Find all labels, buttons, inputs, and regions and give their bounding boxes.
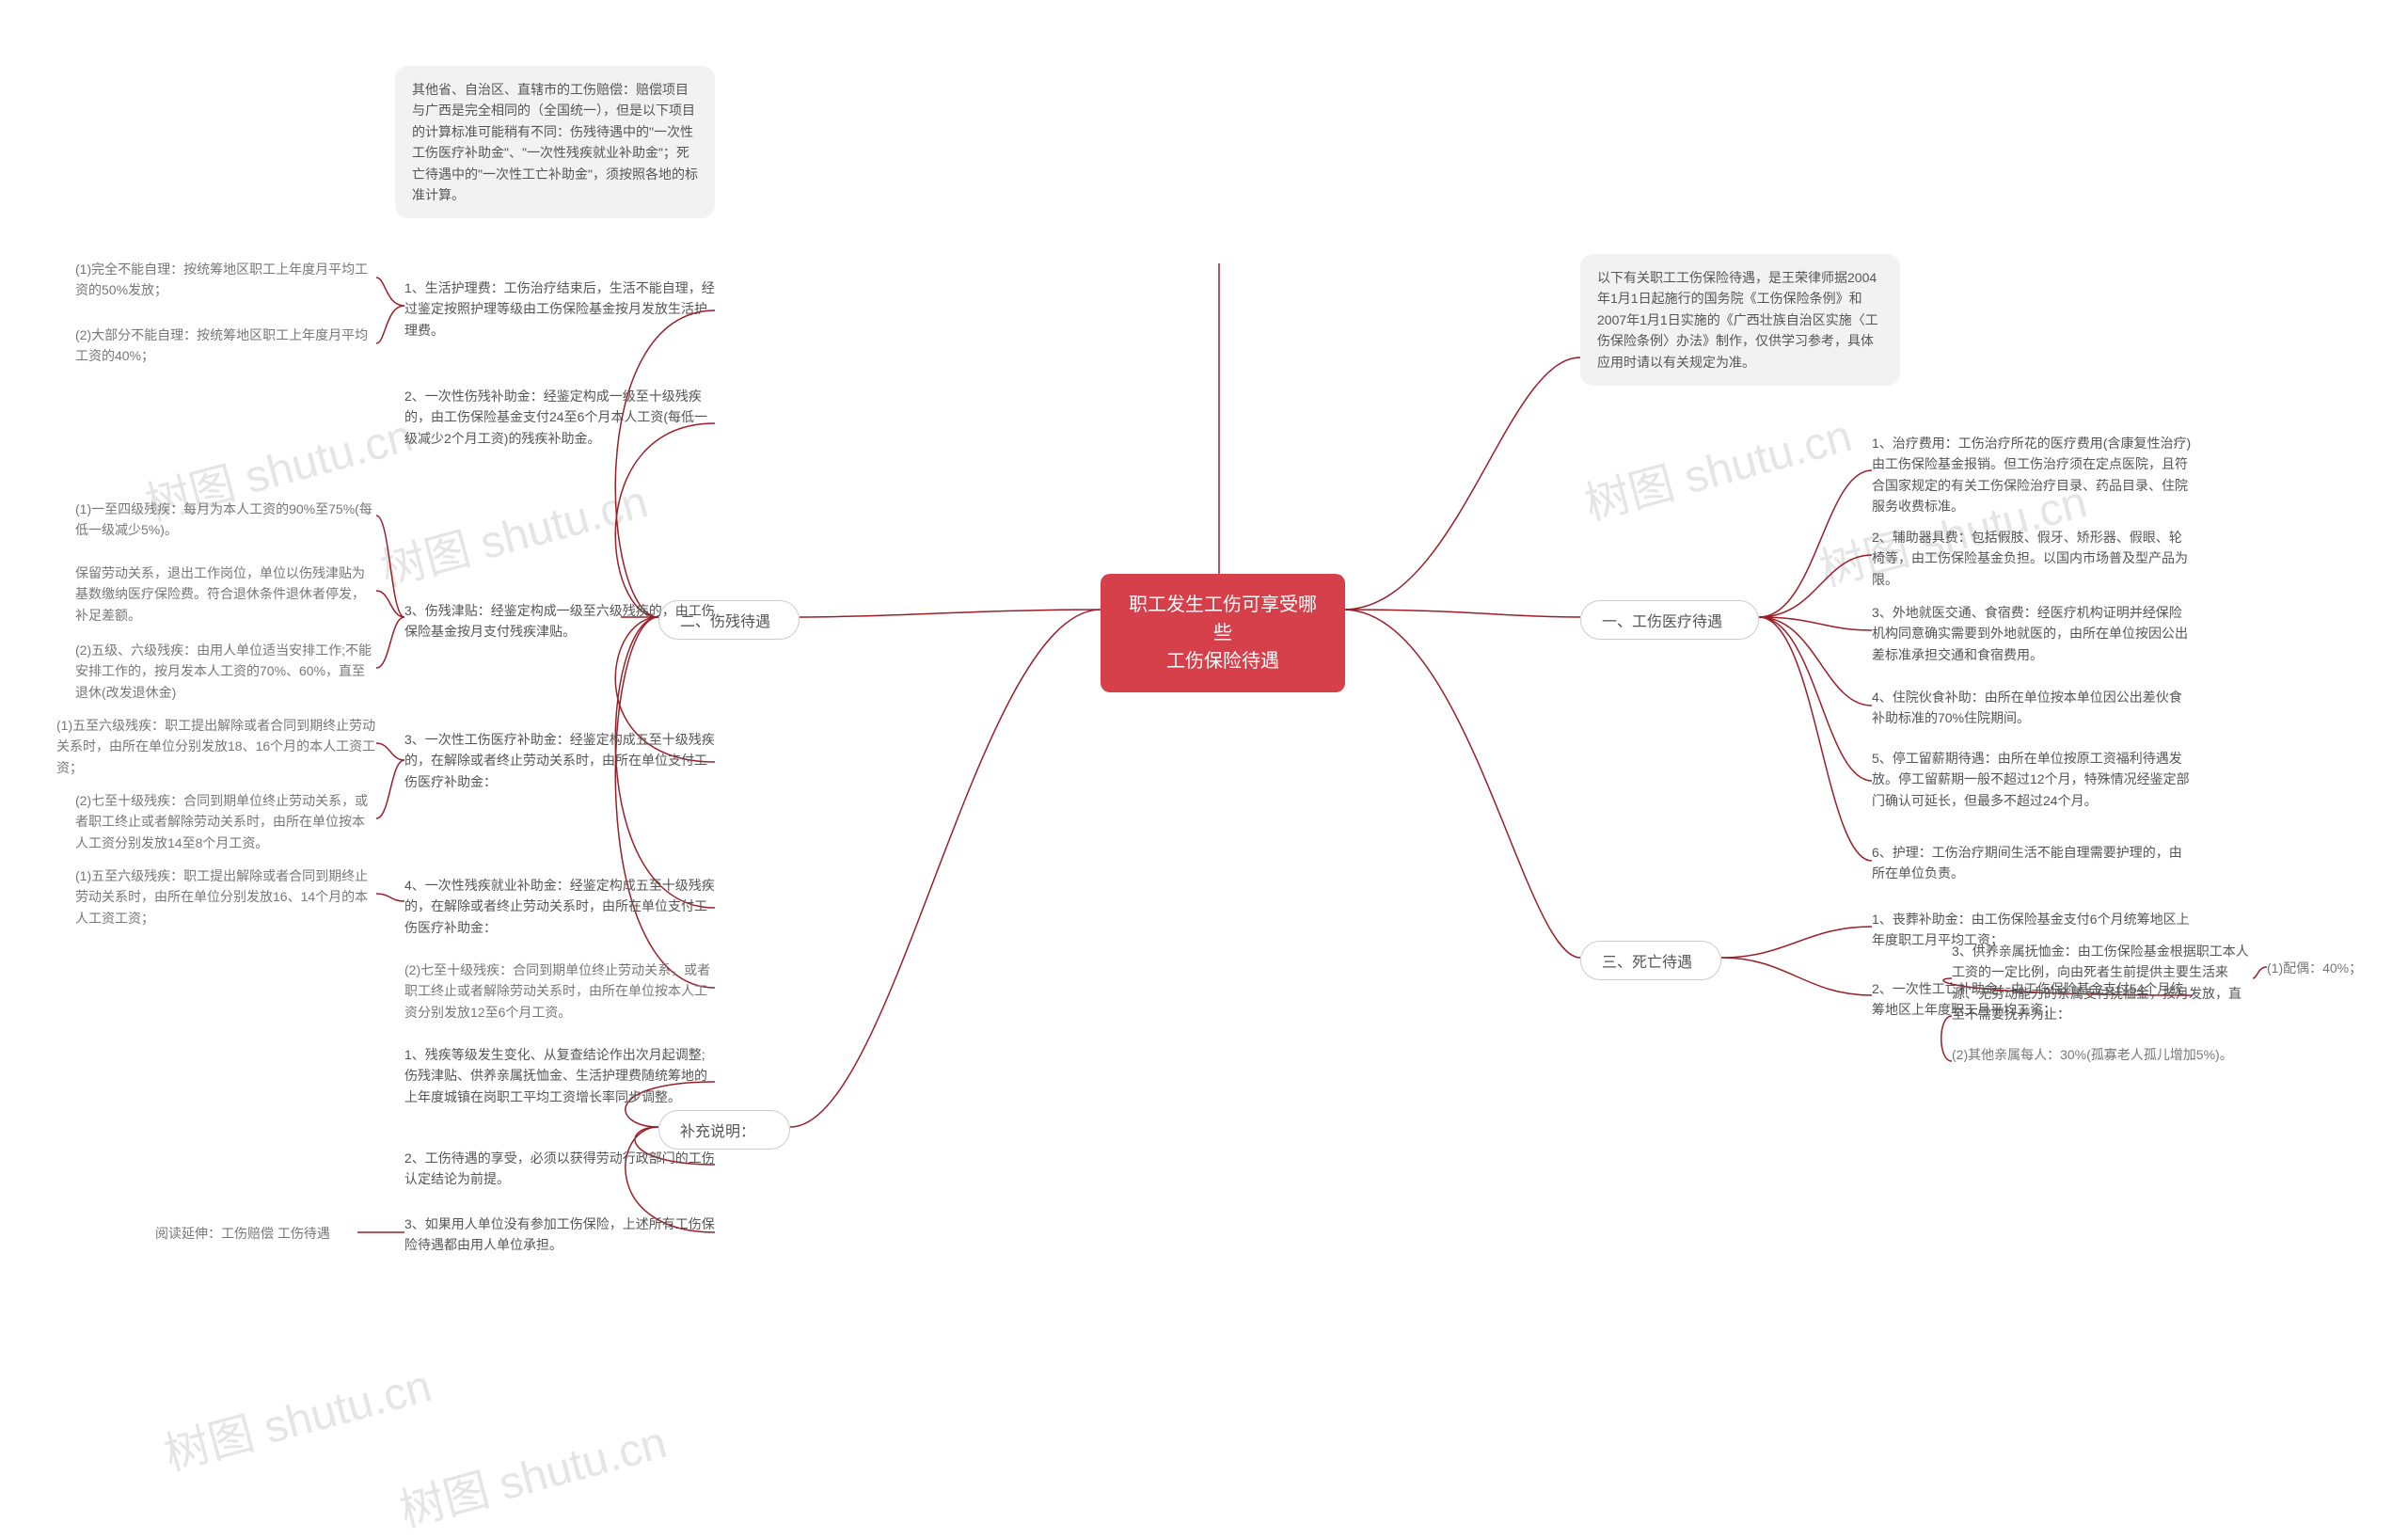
leaf-node: 1、生活护理费：工伤治疗结束后，生活不能自理，经过鉴定按照护理等级由工伤保险基金… [404,278,715,341]
branch-supplement[interactable]: 补充说明： [658,1110,790,1150]
leaf-node: 2、工伤待遇的享受，必须以获得劳动行政部门的工伤认定结论为前提。 [404,1148,715,1190]
center-line2: 工伤保险待遇 [1129,647,1317,675]
leaf-node: 保留劳动关系，退出工作岗位，单位以伤残津贴为基数缴纳医疗保险费。符合退休条件退休… [75,563,376,626]
leaf-node: (1)完全不能自理：按统筹地区职工上年度月平均工资的50%发放； [75,259,376,301]
center-line1: 职工发生工伤可享受哪些 [1129,591,1317,647]
leaf-node: (2)五级、六级残疾：由用人单位适当安排工作;不能安排工作的，按月发本人工资的7… [75,640,376,703]
leaf-node: (1)五至六级残疾：职工提出解除或者合同到期终止劳动关系时，由所在单位分别发放1… [75,865,376,928]
leaf-node: 1、残疾等级发生变化、从复查结论作出次月起调整;伤残津贴、供养亲属抚恤金、生活护… [404,1044,715,1107]
watermark: 树图 shutu.cn [391,1405,673,1539]
leaf-node: 2、辅助器具费：包括假肢、假牙、矫形器、假眼、轮椅等，由工伤保险基金负担。以国内… [1872,527,2192,590]
watermark: 树图 shutu.cn [1576,399,1858,533]
leaf-node: 阅读延伸：工伤赔偿 工伤待遇 [155,1223,330,1244]
leaf-node: (2)大部分不能自理：按统筹地区职工上年度月平均工资的40%； [75,325,376,367]
leaf-node: 3、供养亲属抚恤金：由工伤保险基金根据职工本人工资的一定比例，向由死者生前提供主… [1952,941,2253,1025]
leaf-node: 3、一次性工伤医疗补助金：经鉴定构成五至十级残疾的，在解除或者终止劳动关系时，由… [404,729,715,792]
leaf-node: (2)七至十级残疾：合同到期单位终止劳动关系，或者职工终止或者解除劳动关系时，由… [75,790,376,853]
branch-death[interactable]: 三、死亡待遇 [1580,941,1721,980]
branch-medical[interactable]: 一、工伤医疗待遇 [1580,600,1759,640]
leaf-node: 4、住院伙食补助：由所在单位按本单位因公出差伙食补助标准的70%住院期间。 [1872,687,2192,729]
leaf-node: 4、一次性残疾就业补助金：经鉴定构成五至十级残疾的，在解除或者终止劳动关系时，由… [404,875,715,938]
leaf-node: 5、停工留薪期待遇：由所在单位按原工资福利待遇发放。停工留薪期一般不超过12个月… [1872,748,2192,811]
leaf-node: 3、伤残津贴：经鉴定构成一级至六级残疾的，由工伤保险基金按月支付残疾津贴。 [404,600,715,643]
note-intro: 以下有关职工工伤保险待遇，是王荣律师据2004年1月1日起施行的国务院《工伤保险… [1580,254,1900,386]
leaf-node: 3、外地就医交通、食宿费：经医疗机构证明并经保险机构同意确实需要到外地就医的，由… [1872,602,2192,665]
leaf-node: (1)一至四级残疾：每月为本人工资的90%至75%(每低一级减少5%)。 [75,499,376,541]
leaf-node: (1)配偶：40%； [2267,958,2362,978]
leaf-node: 2、一次性伤残补助金：经鉴定构成一级至十级残疾的，由工伤保险基金支付24至6个月… [404,386,715,449]
center-node: 职工发生工伤可享受哪些 工伤保险待遇 [1101,574,1345,692]
leaf-node: (2)七至十级残疾：合同到期单位终止劳动关系，或者职工终止或者解除劳动关系时，由… [404,960,715,1023]
note-other-provinces: 其他省、自治区、直辖市的工伤赔偿：赔偿项目与广西是完全相同的（全国统一），但是以… [395,66,715,218]
watermark: 树图 shutu.cn [372,465,654,599]
leaf-node: (2)其他亲属每人：30%(孤寡老人孤儿增加5%)。 [1952,1044,2253,1065]
leaf-node: 6、护理：工伤治疗期间生活不能自理需要护理的，由所在单位负责。 [1872,842,2192,884]
leaf-node: (1)五至六级残疾：职工提出解除或者合同到期终止劳动关系时，由所在单位分别发放1… [56,715,376,778]
watermark: 树图 shutu.cn [156,1349,437,1483]
leaf-node: 1、治疗费用：工伤治疗所花的医疗费用(含康复性治疗)由工伤保险基金报销。但工伤治… [1872,433,2192,517]
leaf-node: 3、如果用人单位没有参加工伤保险，上述所有工伤保险待遇都由用人单位承担。 [404,1214,715,1256]
